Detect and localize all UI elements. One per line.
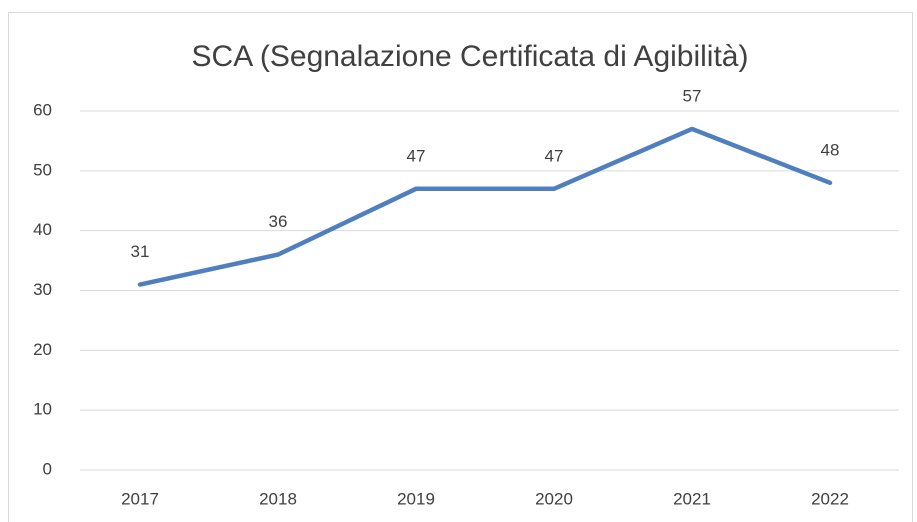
data-label: 57: [683, 86, 702, 105]
y-tick-label: 40: [33, 220, 52, 239]
chart-title: SCA (Segnalazione Certificata di Agibili…: [192, 40, 749, 73]
data-label: 47: [407, 146, 426, 165]
y-tick-label: 0: [43, 459, 52, 478]
y-tick-label: 10: [33, 400, 52, 419]
x-tick-label: 2018: [259, 489, 297, 508]
y-tick-label: 20: [33, 340, 52, 359]
y-tick-label: 50: [33, 160, 52, 179]
chart-frame: [8, 12, 913, 522]
data-label: 31: [131, 242, 150, 261]
x-tick-label: 2021: [673, 489, 711, 508]
x-tick-label: 2022: [811, 489, 849, 508]
y-tick-label: 30: [33, 280, 52, 299]
x-tick-label: 2019: [397, 489, 435, 508]
y-tick-label: 60: [33, 100, 52, 119]
x-tick-label: 2017: [121, 489, 159, 508]
x-tick-label: 2020: [535, 489, 573, 508]
data-label: 47: [545, 146, 564, 165]
line-series: [137, 126, 833, 287]
data-label: 48: [821, 140, 840, 159]
data-label: 36: [269, 212, 288, 231]
